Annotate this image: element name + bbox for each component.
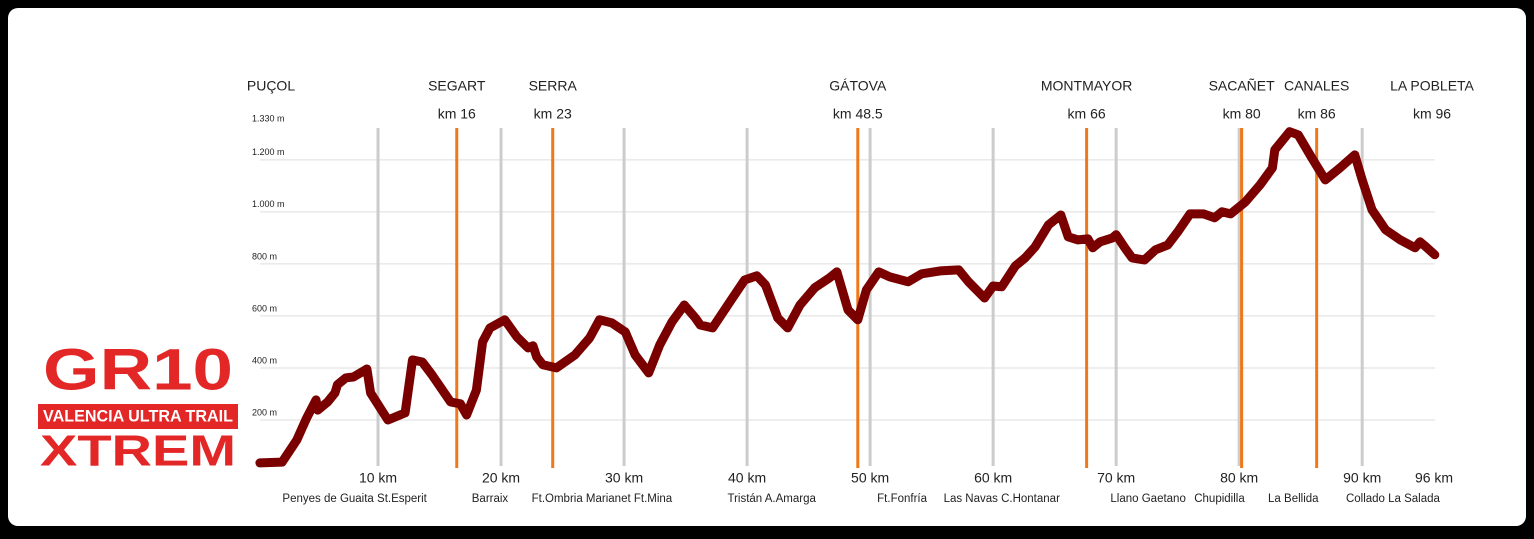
checkpoint-name: CANALES [1284,78,1349,94]
logo-band [38,404,238,429]
checkpoint-km: km 23 [534,106,572,122]
y-tick-label: 600 m [252,303,277,313]
checkpoint-km: km 96 [1413,106,1451,122]
x-tick-label: 50 km [851,470,889,486]
x-tick-label: 90 km [1343,470,1381,486]
checkpoint-name: MONTMAYOR [1041,78,1133,94]
place-label: Barraix [472,493,509,505]
y-tick-label: 1.330 m [252,113,285,123]
checkpoint-km: km 66 [1068,106,1106,122]
x-tick-label: 80 km [1220,470,1258,486]
place-label: Llano Gaetano [1110,493,1185,505]
place-label: Las Navas C.Hontanar [944,493,1061,505]
y-tick-label: 800 m [252,251,277,261]
y-tick-label: 400 m [252,355,277,365]
checkpoint-km: km 86 [1298,106,1336,122]
place-label: Penyes de Guaita St.Esperit [282,493,427,505]
checkpoint-name: PUÇOL [247,78,295,94]
x-tick-label: 30 km [605,470,643,486]
y-tick-label: 1.200 m [252,147,285,157]
checkpoint-name: GÁTOVA [829,78,887,94]
panel [8,8,1526,526]
elevation-line [255,127,1440,468]
checkpoint-km: km 16 [438,106,476,122]
x-tick-label: 20 km [482,470,520,486]
place-label: Chupidilla [1194,493,1245,505]
place-label: La Bellida [1268,493,1319,505]
x-tick-label: 70 km [1097,470,1135,486]
checkpoint-km: km 80 [1223,106,1261,122]
x-tick-label: 60 km [974,470,1012,486]
checkpoint-name: SACAÑET [1209,78,1276,94]
checkpoint-km: km 48.5 [833,106,883,122]
logo-title: GR10 [43,337,233,402]
place-label: Tristán A.Amarga [727,493,816,505]
place-label: Ft.Fonfría [877,493,927,505]
place-label: Collado La Salada [1346,493,1441,505]
checkpoint-name: LA POBLETA [1390,78,1474,94]
x-tick-label: 10 km [359,470,397,486]
place-label: Ft.Ombria Marianet Ft.Mina [532,493,673,505]
checkpoint-name: SEGART [428,78,486,94]
y-tick-label: 1.000 m [252,199,285,209]
checkpoint-name: SERRA [529,78,578,94]
logo-subtitle: VALENCIA ULTRA TRAIL [43,406,233,425]
logo: GR10 VALENCIA ULTRA TRAIL XTREM [38,337,238,476]
x-tick-label: 40 km [728,470,766,486]
logo-bottom: XTREM [40,427,236,476]
x-tick-label: 96 km [1415,470,1453,486]
y-tick-label: 200 m [252,407,277,417]
